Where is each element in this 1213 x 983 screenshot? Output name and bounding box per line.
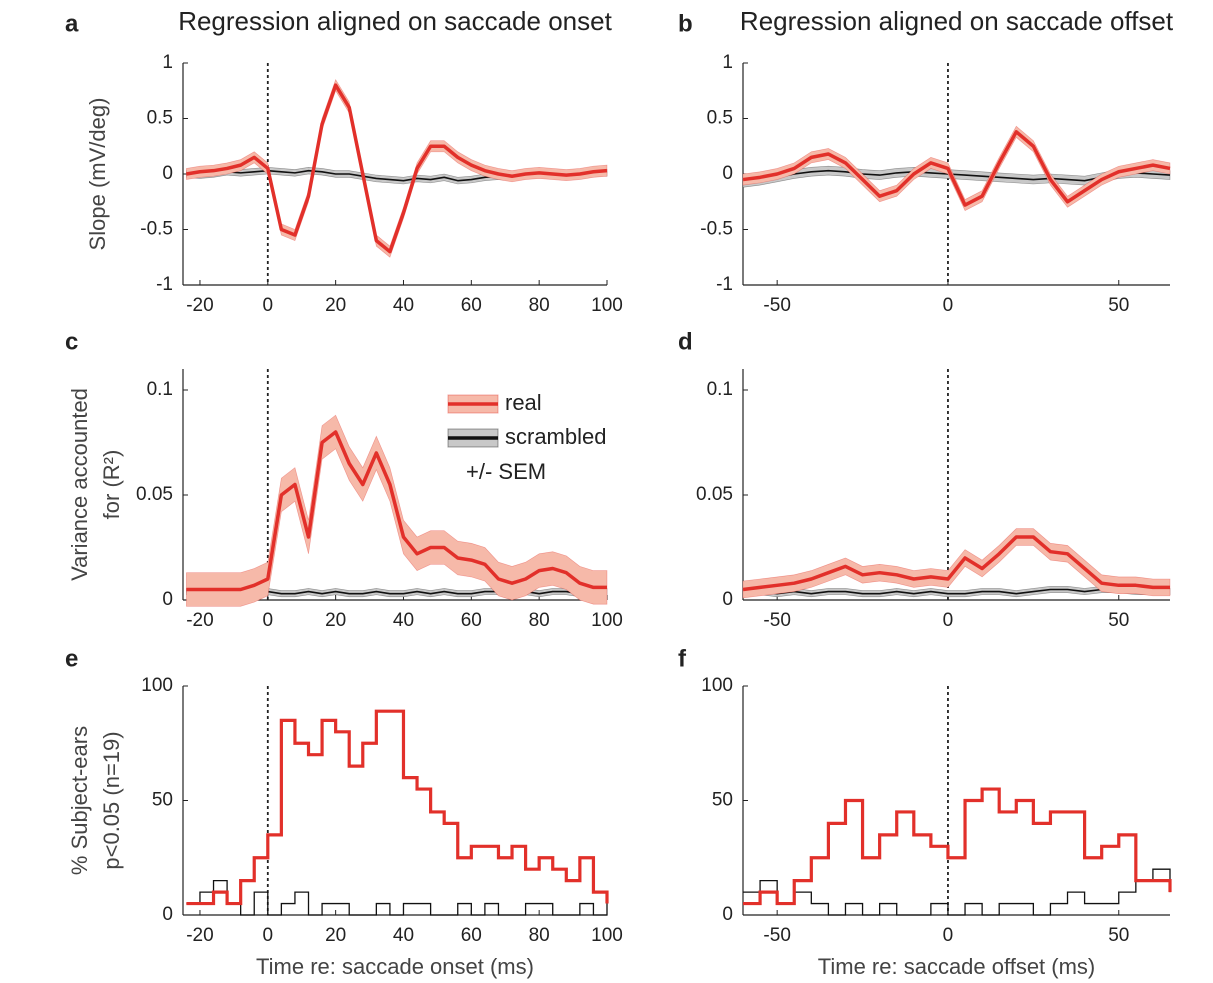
- series-line: [742, 130, 1171, 207]
- panel-title: Regression aligned on saccade onset: [178, 6, 612, 36]
- y-tick-label: -0.5: [140, 219, 173, 240]
- x-tick-label: 60: [461, 610, 482, 631]
- x-tick-label: 0: [943, 295, 954, 316]
- legend-label: real: [505, 390, 542, 415]
- series-step: [186, 709, 609, 906]
- panel-letter: c: [65, 328, 78, 355]
- panel: c Variance accounted for (R²) 0 0.05 0.1 -20 0 2…: [65, 328, 623, 631]
- x-tick-label: -20: [186, 295, 213, 316]
- y-tick-label: 100: [701, 675, 733, 696]
- x-tick-label: -20: [186, 925, 213, 946]
- x-tick-label: 80: [529, 610, 550, 631]
- series-line: [742, 535, 1170, 592]
- y-tick-label: 1: [162, 52, 173, 73]
- y-tick-label: 0: [162, 904, 173, 925]
- y-tick-label: 0: [162, 589, 173, 610]
- x-tick-label: 100: [591, 295, 623, 316]
- x-tick-label: -50: [763, 295, 790, 316]
- x-tick-label: 100: [591, 610, 623, 631]
- x-tick-label: 100: [591, 925, 623, 946]
- x-tick-label: 50: [1108, 295, 1129, 316]
- x-tick-label: 0: [263, 925, 274, 946]
- y-tick-label: 0.1: [147, 379, 173, 400]
- x-tick-label: -50: [763, 610, 790, 631]
- panel: e % Subject-ears p<0.05 (n=19) Time re: sac…: [65, 645, 623, 978]
- panel: d 0 0.05 0.1 -50 0 50: [678, 328, 1171, 631]
- x-tick-label: 40: [393, 295, 414, 316]
- y-axis-label: Variance accounted: [67, 388, 92, 581]
- panel-letter: b: [678, 10, 693, 37]
- x-tick-label: 80: [529, 925, 550, 946]
- y-tick-label: 100: [141, 675, 173, 696]
- y-tick-label: 0.05: [136, 484, 173, 505]
- y-tick-label: 0: [162, 163, 173, 184]
- x-tick-label: 40: [393, 925, 414, 946]
- x-tick-label: 0: [263, 610, 274, 631]
- y-tick-label: 0.5: [147, 108, 173, 129]
- y-tick-label: 0.1: [707, 379, 733, 400]
- panel-letter: e: [65, 645, 78, 672]
- legend-label: scrambled: [505, 424, 606, 449]
- panel-letter: a: [65, 10, 79, 37]
- y-axis-label: Slope (mV/deg): [85, 98, 110, 251]
- x-tick-label: 20: [325, 295, 346, 316]
- x-tick-label: 60: [461, 925, 482, 946]
- series-step: [186, 880, 608, 916]
- sem-band: [742, 528, 1171, 599]
- y-tick-label: -1: [156, 274, 173, 295]
- x-tick-label: 50: [1108, 610, 1129, 631]
- x-tick-label: 0: [263, 295, 274, 316]
- x-axis-label: Time re: saccade onset (ms): [256, 954, 534, 979]
- series-step: [743, 787, 1172, 906]
- x-tick-label: 80: [529, 295, 550, 316]
- panel: f Time re: saccade offset (ms) 0 50 100 -50 0 5…: [678, 645, 1172, 979]
- y-tick-label: 0: [722, 904, 733, 925]
- series-step: [743, 868, 1171, 916]
- series-line: [186, 83, 608, 254]
- y-tick-label: 0: [722, 589, 733, 610]
- y-tick-label: 1: [722, 52, 733, 73]
- y-tick-label: 0: [722, 163, 733, 184]
- y-tick-label: 0.5: [707, 108, 733, 129]
- y-axis-label: p<0.05 (n=19): [99, 731, 124, 869]
- panel: b Regression aligned on saccade offset -1 -…: [678, 6, 1174, 316]
- x-axis-label: Time re: saccade offset (ms): [818, 954, 1096, 979]
- y-tick-label: 0.05: [696, 484, 733, 505]
- panel: a Regression aligned on saccade onset Slop…: [65, 6, 623, 316]
- x-tick-label: -50: [763, 925, 790, 946]
- x-tick-label: 20: [325, 925, 346, 946]
- legend-note: +/- SEM: [466, 459, 546, 484]
- x-tick-label: 50: [1108, 925, 1129, 946]
- y-axis-label: for (R²): [99, 450, 124, 520]
- x-tick-label: 40: [393, 610, 414, 631]
- series-line: [186, 430, 607, 592]
- x-tick-label: 0: [943, 925, 954, 946]
- x-tick-label: 20: [325, 610, 346, 631]
- y-tick-label: -0.5: [700, 219, 733, 240]
- x-tick-label: 0: [943, 610, 954, 631]
- panel-title: Regression aligned on saccade offset: [740, 6, 1174, 36]
- y-axis-label: % Subject-ears: [67, 726, 92, 875]
- series-line: [743, 588, 1170, 595]
- y-tick-label: -1: [716, 274, 733, 295]
- x-tick-label: 60: [461, 295, 482, 316]
- sem-band: [742, 125, 1171, 212]
- x-tick-label: -20: [186, 610, 213, 631]
- panel-letter: f: [678, 645, 687, 672]
- y-tick-label: 50: [152, 790, 173, 811]
- y-tick-label: 50: [712, 790, 733, 811]
- panel-letter: d: [678, 328, 693, 355]
